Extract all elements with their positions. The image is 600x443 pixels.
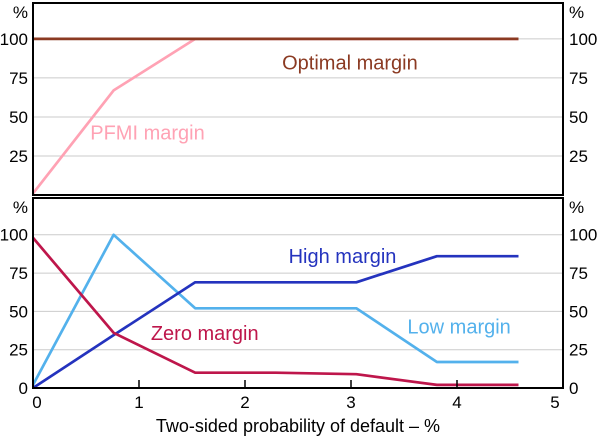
bottom-panel-ytick-right-100: 100: [569, 226, 597, 245]
series-label-zero-margin: Zero margin: [151, 323, 259, 345]
top-panel-ytick-right-100: 100: [569, 30, 597, 49]
top-panel-ytick-left-75: 75: [9, 69, 28, 88]
bottom-panel-ytick-right-0: 0: [569, 379, 578, 398]
xtick-label-5: 5: [550, 393, 559, 412]
series-line-high-margin: [32, 254, 519, 390]
bottom-panel-unit-right: %: [569, 198, 584, 217]
top-panel-ytick-right-75: 75: [569, 69, 588, 88]
bottom-panel-background: [33, 198, 563, 388]
bottom-panel-ytick-left-0: 0: [19, 379, 28, 398]
top-panel-ytick-left-25: 25: [9, 147, 28, 166]
series-line-zero-margin: [31, 236, 519, 387]
top-panel-unit-left: %: [13, 3, 28, 22]
bottom-panel-ytick-right-75: 75: [569, 264, 588, 283]
series-label-high-margin: High margin: [289, 246, 397, 268]
bottom-panel-ytick-left-75: 75: [9, 264, 28, 283]
x-axis-title: Two-sided probability of default – %: [155, 416, 441, 436]
bottom-panel-ytick-left-100: 100: [0, 226, 28, 245]
top-panel-border: [32, 2, 564, 196]
bottom-panel-ytick-right-25: 25: [569, 341, 588, 360]
top-panel-background: [33, 3, 563, 195]
bottom-panel-ytick-right-50: 50: [569, 302, 588, 321]
bottom-panel-ytick-left-25: 25: [9, 341, 28, 360]
series-line-low-margin: [31, 233, 519, 386]
top-panel-ytick-right-50: 50: [569, 108, 588, 127]
bottom-panel-ytick-left-50: 50: [9, 302, 28, 321]
series-label-optimal-margin: Optimal margin: [282, 52, 418, 74]
xtick-label-0: 0: [32, 393, 41, 412]
xtick-label-4: 4: [452, 393, 461, 412]
top-panel-ytick-right-25: 25: [569, 147, 588, 166]
bottom-panel-border: [32, 197, 564, 389]
xtick-label-1: 1: [134, 393, 143, 412]
bottom-panel-unit-left: %: [13, 198, 28, 217]
xtick-label-2: 2: [240, 393, 249, 412]
top-panel-ytick-left-50: 50: [9, 108, 28, 127]
top-panel-ytick-left-100: 100: [0, 30, 28, 49]
top-panel-unit-right: %: [569, 3, 584, 22]
series-label-low-margin: Low margin: [407, 317, 510, 339]
series-label-pfmi-margin: PFMI margin: [90, 123, 204, 145]
xtick-label-3: 3: [346, 393, 355, 412]
